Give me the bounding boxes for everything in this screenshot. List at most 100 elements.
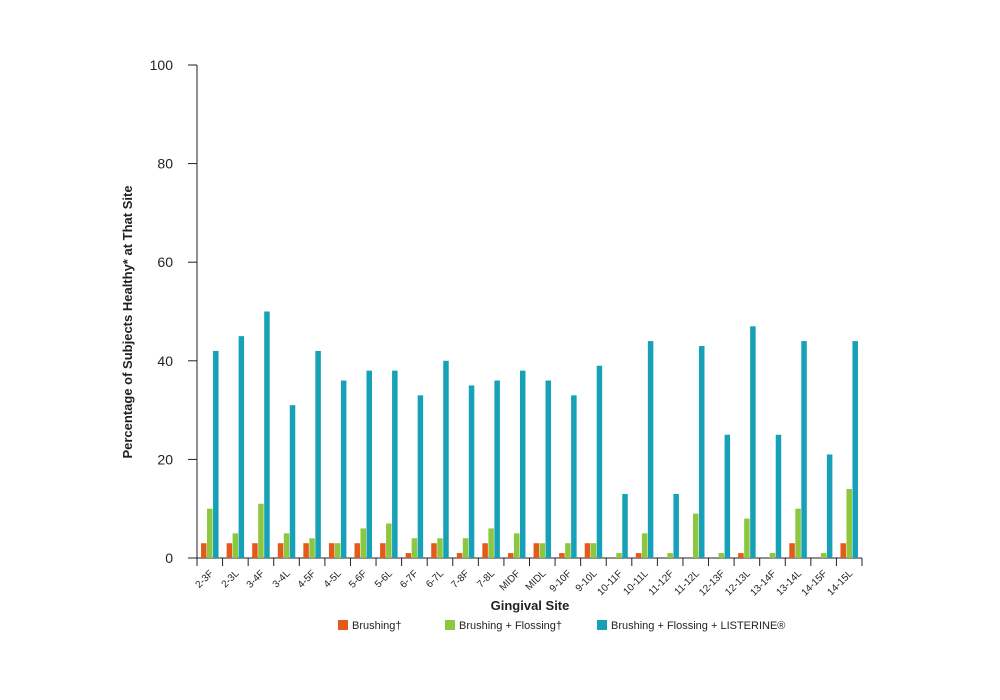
bar-7-8L-series-1 — [482, 543, 488, 558]
bar-4-5L-series-1 — [328, 543, 335, 558]
bar-2-3F-series-2 — [207, 508, 213, 558]
x-tick-label: 12-13F — [697, 568, 727, 598]
bar-5-6L-series-1 — [380, 543, 386, 558]
bar-4-5F-series-3 — [315, 350, 321, 558]
x-tick-label: 4-5L — [322, 568, 344, 590]
bar-10-11L-series-2 — [641, 533, 648, 558]
bar-13-14F-series-2 — [769, 553, 776, 558]
bar-7-8F-series-3 — [468, 385, 475, 558]
x-tick-label: 2-3F — [194, 568, 216, 590]
bar-13-14L-series-1 — [789, 543, 795, 558]
bar-13-14L-series-3 — [801, 341, 807, 558]
y-tick-label: 40 — [157, 353, 173, 369]
bar-5-6F-series-2 — [360, 528, 366, 558]
bar-3-4F-series-1 — [252, 543, 258, 558]
x-tick-label: 11-12F — [647, 568, 677, 598]
x-tick-label: 6-7L — [424, 568, 446, 590]
x-tick-label: 7-8F — [449, 568, 471, 590]
x-tick-label: 2-3L — [220, 568, 242, 590]
bar-MIDL-series-2 — [539, 543, 546, 558]
bar-2-3L-series-2 — [232, 533, 239, 558]
bar-9-10F-series-3 — [571, 395, 577, 558]
legend-label-brushing: Brushing† — [352, 620, 402, 632]
bar-4-5F-series-1 — [303, 543, 309, 558]
x-tick-label: 3-4L — [271, 568, 293, 590]
legend-swatch-brushing-flossing-listerine — [597, 620, 607, 630]
bar-13-14F-series-3 — [775, 434, 782, 558]
legend: Brushing† Brushing + Flossing† Brushing … — [338, 620, 785, 632]
legend-label-brushing-flossing-listerine: Brushing + Flossing + LISTERINE® — [611, 620, 785, 632]
x-tick-label: 5-6L — [373, 568, 395, 590]
x-axis — [196, 557, 863, 566]
bar-12-13F-series-2 — [718, 553, 725, 558]
bar-9-10L-series-1 — [584, 543, 591, 558]
bar-14-15F-series-3 — [826, 454, 833, 558]
bar-3-4L-series-2 — [283, 533, 290, 558]
bar-MIDF-series-2 — [513, 533, 520, 558]
bar-11-12F-series-3 — [673, 493, 679, 558]
bar-2-3L-series-3 — [238, 336, 245, 558]
bar-9-10F-series-1 — [559, 553, 565, 558]
bar-9-10L-series-2 — [590, 543, 597, 558]
bar-7-8L-series-3 — [494, 380, 500, 558]
bar-14-15L-series-2 — [846, 488, 852, 558]
y-tick-label: 100 — [150, 57, 174, 73]
x-tick-label: 14-15F — [800, 568, 830, 598]
y-tick-label: 80 — [157, 156, 173, 172]
x-tick-label: 6-7F — [398, 568, 420, 590]
x-tick-label: 12-13L — [723, 568, 753, 598]
bar-9-10L-series-3 — [596, 365, 603, 558]
bar-MIDL-series-1 — [533, 543, 540, 558]
bar-11-12F-series-2 — [667, 553, 673, 558]
x-tick-label: 10-11L — [621, 568, 651, 598]
bar-6-7L-series-3 — [443, 360, 449, 558]
bar-2-3F-series-3 — [213, 350, 219, 558]
x-tick-labels: 2-3F 2-3L 3-4F 3-4L 4-5F 4-5L 5-6F 5-6L 6-7F 6-7L… — [194, 568, 856, 598]
x-tick-label: 9-10F — [548, 568, 574, 594]
bar-5-6F-series-3 — [366, 370, 372, 558]
bar-3-4F-series-2 — [258, 503, 264, 558]
bar-11-12L-series-3 — [699, 346, 705, 558]
bar-3-4L-series-3 — [289, 405, 296, 558]
bar-7-8F-series-2 — [462, 538, 469, 558]
bar-2-3L-series-1 — [226, 543, 233, 558]
bar-13-14L-series-2 — [795, 508, 801, 558]
x-tick-label: MIDF — [498, 568, 523, 593]
bar-6-7F-series-1 — [405, 553, 412, 558]
bar-10-11L-series-3 — [647, 341, 654, 558]
bars-group — [201, 311, 858, 558]
x-axis-title: Gingival Site — [491, 598, 570, 613]
x-tick-label: 10-11F — [595, 568, 625, 598]
legend-swatch-brushing-flossing — [445, 620, 455, 630]
bar-14-15F-series-2 — [820, 553, 827, 558]
bar-4-5F-series-2 — [309, 538, 315, 558]
x-tick-label: 7-8L — [475, 568, 497, 590]
legend-label-brushing-flossing: Brushing + Flossing† — [459, 620, 562, 632]
bar-12-13F-series-3 — [724, 434, 731, 558]
bar-5-6F-series-1 — [354, 543, 360, 558]
bar-7-8F-series-1 — [456, 553, 463, 558]
x-tick-label: 14-15L — [826, 568, 856, 598]
bar-10-11F-series-3 — [622, 493, 628, 558]
x-tick-label: 3-4F — [245, 568, 267, 590]
x-tick-label: 4-5F — [296, 568, 318, 590]
bar-3-4L-series-1 — [277, 543, 284, 558]
bar-2-3F-series-1 — [201, 543, 207, 558]
bar-14-15L-series-1 — [840, 543, 846, 558]
bar-12-13L-series-1 — [738, 553, 744, 558]
bar-3-4F-series-3 — [264, 311, 270, 558]
bar-14-15L-series-3 — [852, 341, 858, 558]
bar-5-6L-series-2 — [386, 523, 392, 558]
x-tick-label: 5-6F — [347, 568, 369, 590]
bar-6-7F-series-3 — [417, 395, 424, 558]
y-tick-label: 0 — [165, 550, 173, 566]
y-tick-labels: 0 20 40 60 80 100 — [150, 57, 197, 566]
x-tick-label: MIDL — [524, 568, 549, 593]
bar-MIDF-series-3 — [519, 370, 526, 558]
x-tick-label: 13-14L — [774, 568, 804, 598]
y-tick-label: 20 — [157, 451, 173, 467]
bar-11-12L-series-2 — [693, 513, 699, 558]
bar-4-5L-series-2 — [334, 543, 341, 558]
bar-6-7F-series-2 — [411, 538, 418, 558]
